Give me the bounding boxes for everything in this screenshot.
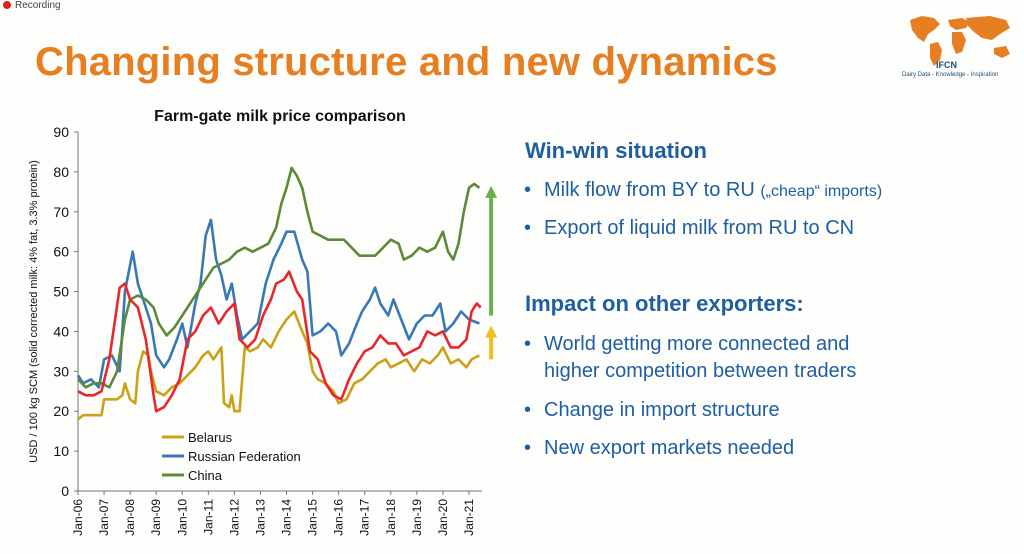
y-tick-label: 40 [53,323,69,339]
bullet-icon: • [524,217,532,239]
x-tick-label: Jan-14 [280,499,294,536]
bullet-line1: World getting more connected and [544,333,850,355]
bullet-icon: • [524,179,532,201]
bullet-icon: • [524,399,532,421]
legend-label: Belarus [188,430,233,445]
y-tick-label: 50 [53,284,69,300]
logo-name: IFCN [936,60,957,70]
y-tick-label: 20 [53,403,69,419]
y-tick-label: 0 [61,483,69,499]
x-tick-label: Jan-08 [123,499,137,536]
bullet-icon: • [524,333,532,355]
recording-indicator: Recording [0,0,61,11]
bullet-text: Change in import structure [544,399,780,421]
recording-dot-icon [3,1,11,9]
x-tick-label: Jan-16 [332,499,346,536]
legend-label: Russian Federation [188,449,301,464]
x-tick-label: Jan-10 [175,499,189,536]
series-line-china [77,166,481,389]
series-line-belarus [77,310,480,421]
x-tick-label: Jan-18 [384,499,398,536]
x-tick-label: Jan-06 [71,499,85,536]
ifcn-logo-map-icon [910,16,1010,66]
x-tick-label: Jan-15 [306,499,320,536]
x-tick-label: Jan-20 [436,499,450,536]
recording-label: Recording [15,0,61,11]
bullet-world-connected: • World getting more connected and highe… [524,331,857,385]
series-line-red [77,270,482,413]
bullet-export-markets: • New export markets needed [524,435,795,462]
bullet-note: („cheap“ imports) [760,183,883,200]
milk-price-chart: Farm-gate milk price comparison USD / 100… [28,108,498,536]
y-tick-label: 30 [53,363,69,379]
x-tick-label: Jan-17 [358,499,372,536]
bullet-export-liquid: • Export of liquid milk from RU to CN [524,215,855,242]
y-tick-label: 10 [53,443,69,459]
annotation-arrow-head [485,325,498,338]
heading-impact: Impact on other exporters: [525,291,804,316]
bullet-icon: • [524,437,532,459]
bullet-text: Milk flow from BY to RU [544,179,761,201]
bullet-import-structure: • Change in import structure [524,397,780,424]
heading-win-win: Win-win situation [525,138,707,163]
x-tick-label: Jan-12 [227,499,241,536]
bullet-line2: higher competition between traders [544,360,857,382]
y-tick-label: 80 [53,164,69,180]
slide-title: Changing structure and new dynamics [35,40,778,84]
logo-tagline: Dairy Data - Knowledge - Inspiration [902,72,999,78]
bullet-text: Export of liquid milk from RU to CN [544,217,855,239]
chart-title: Farm-gate milk price comparison [154,108,406,125]
x-tick-label: Jan-11 [201,499,215,535]
x-tick-label: Jan-13 [253,499,267,536]
x-tick-label: Jan-07 [97,499,111,536]
bullet-milk-flow: • Milk flow from BY to RU („cheap“ impor… [524,177,883,205]
x-tick-label: Jan-19 [410,499,424,536]
annotation-arrow-head [485,185,498,198]
y-tick-label: 70 [53,204,69,220]
y-tick-label: 90 [53,124,69,140]
x-tick-label: Jan-21 [462,499,476,536]
legend-label: China [188,468,223,483]
y-axis-label: USD / 100 kg SCM (solid corrected milk: … [28,160,40,463]
y-tick-label: 60 [53,244,69,260]
x-tick-label: Jan-09 [149,499,163,536]
bullet-text: New export markets needed [544,437,795,459]
